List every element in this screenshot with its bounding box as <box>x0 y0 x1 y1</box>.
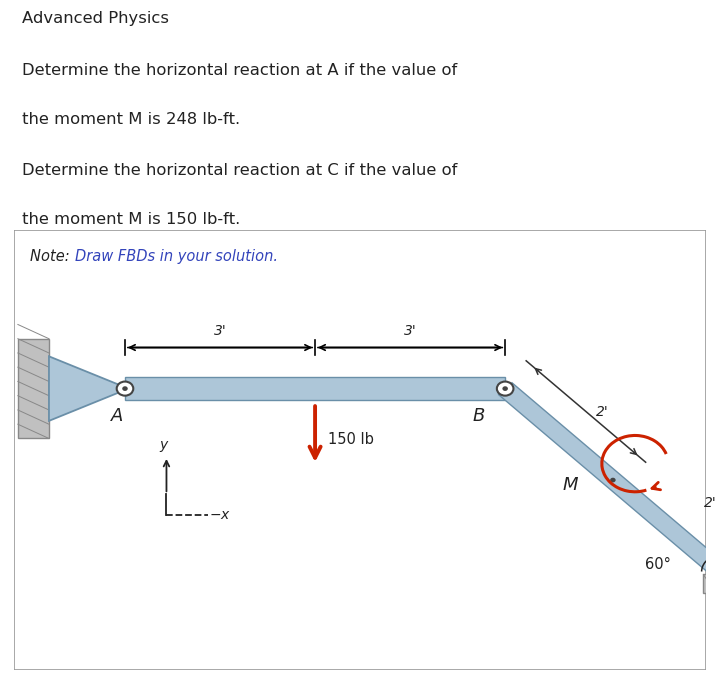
Text: y: y <box>159 438 167 452</box>
Circle shape <box>122 387 127 391</box>
Text: $-x$: $-x$ <box>210 508 231 522</box>
Text: Draw FBDs in your solution.: Draw FBDs in your solution. <box>75 249 278 264</box>
Text: 2': 2' <box>704 496 717 510</box>
Circle shape <box>610 478 616 483</box>
Text: B: B <box>473 408 485 425</box>
Text: 3': 3' <box>404 324 416 338</box>
Text: the moment M is 150 lb-ft.: the moment M is 150 lb-ft. <box>22 212 240 227</box>
Circle shape <box>497 382 513 395</box>
Text: 150 lb: 150 lb <box>328 433 374 447</box>
Bar <box>18 338 49 439</box>
Text: A: A <box>110 408 123 425</box>
Text: Determine the horizontal reaction at A if the value of: Determine the horizontal reaction at A i… <box>22 62 457 78</box>
Circle shape <box>712 565 720 579</box>
Text: the moment M is 248 lb-ft.: the moment M is 248 lb-ft. <box>22 112 240 127</box>
Circle shape <box>503 387 508 391</box>
Text: 2': 2' <box>596 405 609 418</box>
Text: Determine the horizontal reaction at C if the value of: Determine the horizontal reaction at C i… <box>22 163 457 178</box>
Polygon shape <box>125 377 505 400</box>
Polygon shape <box>498 383 720 577</box>
Text: Advanced Physics: Advanced Physics <box>22 11 168 26</box>
Text: 3': 3' <box>214 324 226 338</box>
Polygon shape <box>49 356 128 421</box>
Circle shape <box>718 569 720 574</box>
Text: Note:: Note: <box>30 249 74 264</box>
Text: 60°: 60° <box>644 557 670 572</box>
Circle shape <box>117 382 133 395</box>
Bar <box>703 575 720 593</box>
Text: M: M <box>562 476 577 494</box>
